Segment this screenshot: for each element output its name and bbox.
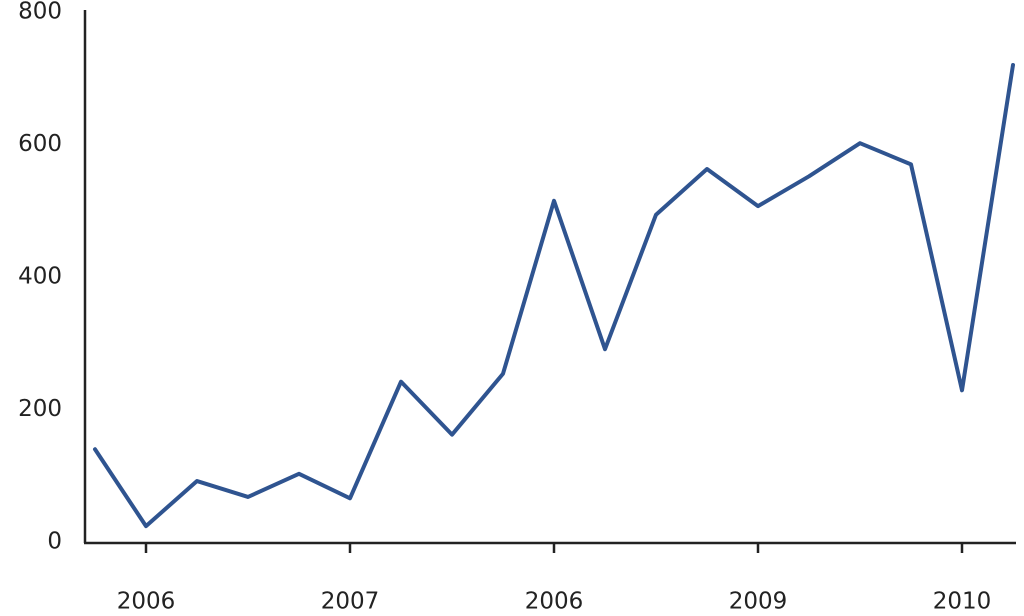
y-tick-label: 800 — [18, 0, 62, 25]
x-tick-label: 2007 — [321, 589, 380, 615]
data-line — [93, 63, 1015, 529]
x-tick-label: 2006 — [117, 589, 176, 615]
x-tick-label: 2010 — [933, 589, 992, 615]
x-tick-label: 2006 — [525, 589, 584, 615]
y-tick-label: 200 — [18, 396, 62, 422]
y-tick-label: 400 — [18, 264, 62, 290]
y-tick-label: 600 — [18, 131, 62, 157]
y-tick-label: 0 — [47, 529, 62, 555]
x-tick-label: 2009 — [729, 589, 788, 615]
